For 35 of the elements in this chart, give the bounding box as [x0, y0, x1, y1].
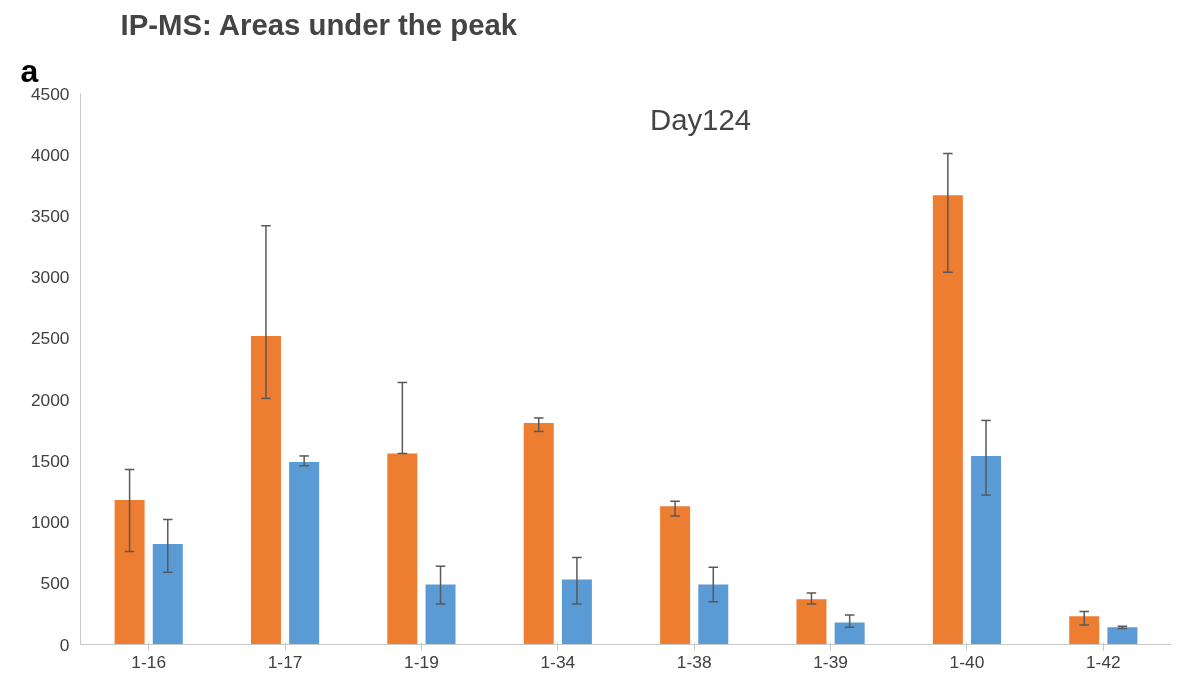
bar [932, 195, 963, 645]
bar [834, 622, 865, 645]
x-tick-label: 1-17 [267, 651, 303, 672]
chart-title: IP-MS: Areas under the peak [120, 7, 518, 41]
bar [152, 544, 183, 645]
bar [1107, 627, 1138, 645]
bar [660, 506, 691, 645]
x-tick-label: 1-16 [131, 651, 167, 672]
bar [289, 462, 320, 645]
annotation: Day124 [649, 103, 752, 136]
x-tick-label: 1-39 [813, 651, 848, 672]
bar [250, 335, 281, 645]
y-tick-label: 0 [59, 634, 70, 655]
bar [1069, 616, 1100, 645]
bar [425, 584, 456, 645]
x-tick-label: 1-38 [676, 651, 712, 672]
bar [698, 584, 729, 645]
x-tick-label: 1-34 [540, 651, 576, 672]
x-tick-label: 1-42 [1085, 651, 1121, 672]
bar [387, 453, 418, 645]
y-tick-label: 4000 [30, 144, 70, 165]
y-tick-label: 3000 [30, 267, 70, 288]
y-tick-label: 3500 [30, 205, 70, 226]
x-tick-label: 1-40 [949, 651, 985, 672]
y-tick-label: 1000 [30, 512, 70, 533]
bar [796, 599, 827, 645]
bar [561, 579, 592, 645]
bar [114, 500, 145, 645]
x-tick-label: 1-19 [404, 651, 439, 672]
y-tick-label: 1500 [30, 450, 70, 471]
y-tick-label: 2500 [30, 328, 70, 349]
y-tick-label: 2000 [30, 389, 70, 410]
bar [971, 455, 1002, 645]
y-tick-label: 500 [40, 573, 70, 594]
bar [523, 422, 554, 645]
